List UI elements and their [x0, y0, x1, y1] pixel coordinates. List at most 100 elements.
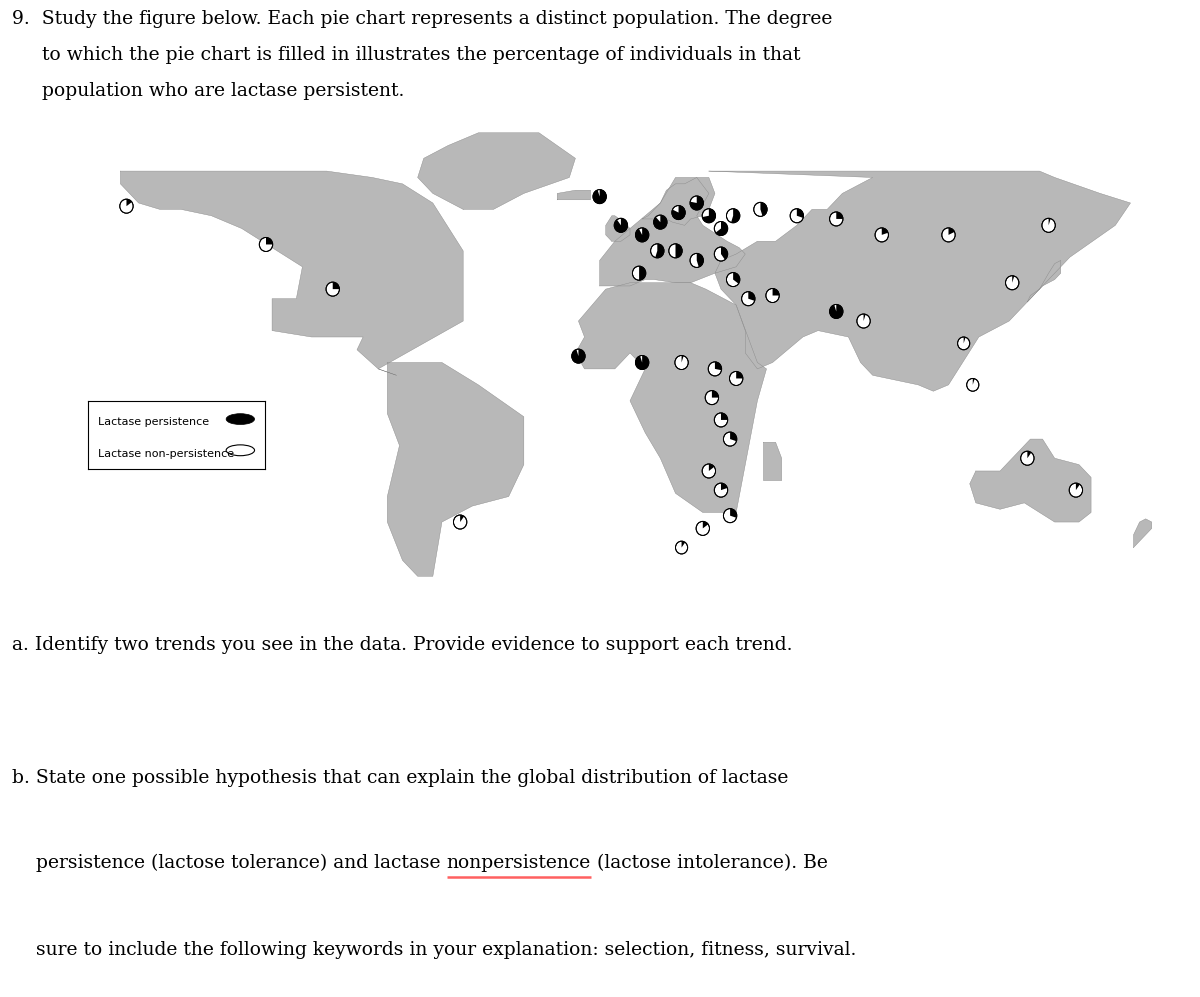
Wedge shape	[697, 253, 703, 267]
Circle shape	[790, 208, 804, 222]
Circle shape	[674, 356, 689, 370]
Circle shape	[829, 304, 842, 318]
Polygon shape	[763, 443, 781, 481]
Circle shape	[766, 288, 779, 302]
Wedge shape	[672, 205, 685, 219]
Circle shape	[636, 228, 649, 242]
Wedge shape	[682, 541, 685, 547]
Wedge shape	[730, 508, 737, 517]
Circle shape	[754, 202, 767, 216]
Polygon shape	[1027, 260, 1061, 302]
Circle shape	[857, 314, 870, 328]
Polygon shape	[120, 171, 463, 375]
Circle shape	[676, 541, 688, 554]
Circle shape	[696, 521, 709, 535]
Circle shape	[326, 282, 340, 296]
Wedge shape	[690, 196, 703, 210]
Wedge shape	[829, 304, 842, 318]
Circle shape	[942, 228, 955, 242]
Wedge shape	[721, 484, 727, 491]
Wedge shape	[640, 266, 646, 280]
Wedge shape	[636, 356, 649, 370]
Wedge shape	[126, 199, 132, 206]
Circle shape	[726, 208, 740, 222]
Circle shape	[632, 266, 646, 280]
Text: sure to include the following keywords in your explanation: selection, fitness, : sure to include the following keywords i…	[12, 941, 857, 959]
Text: Lactase persistence: Lactase persistence	[98, 418, 209, 428]
Text: (lactose intolerance). Be: (lactose intolerance). Be	[590, 854, 828, 872]
Wedge shape	[266, 237, 272, 244]
Circle shape	[226, 414, 254, 425]
Wedge shape	[1076, 484, 1080, 491]
Wedge shape	[864, 314, 865, 321]
Circle shape	[967, 379, 979, 391]
Circle shape	[1006, 276, 1019, 290]
Text: b. State one possible hypothesis that can explain the global distribution of lac: b. State one possible hypothesis that ca…	[12, 770, 788, 788]
Wedge shape	[682, 356, 684, 363]
Wedge shape	[709, 464, 714, 471]
Circle shape	[702, 464, 715, 478]
Wedge shape	[614, 218, 628, 232]
Wedge shape	[731, 208, 740, 222]
Wedge shape	[593, 189, 606, 203]
Polygon shape	[576, 283, 767, 512]
Circle shape	[742, 292, 755, 306]
Text: nonpersistence: nonpersistence	[446, 854, 590, 872]
Wedge shape	[676, 244, 682, 258]
Wedge shape	[460, 515, 464, 522]
Text: a. Identify two trends you see in the data. Provide evidence to support each tre: a. Identify two trends you see in the da…	[12, 636, 792, 654]
Polygon shape	[600, 177, 745, 286]
Circle shape	[714, 221, 727, 235]
Polygon shape	[388, 363, 524, 576]
Wedge shape	[702, 208, 715, 222]
Polygon shape	[642, 177, 715, 225]
Circle shape	[672, 205, 685, 219]
Circle shape	[120, 199, 133, 213]
Polygon shape	[606, 215, 630, 241]
Wedge shape	[948, 228, 954, 235]
Wedge shape	[712, 391, 719, 398]
Wedge shape	[636, 228, 649, 242]
Wedge shape	[964, 337, 966, 343]
Circle shape	[454, 515, 467, 529]
Wedge shape	[1027, 452, 1031, 459]
Wedge shape	[1049, 218, 1051, 225]
Polygon shape	[1134, 518, 1152, 547]
Text: 9.  Study the figure below. Each pie chart represents a distinct population. The: 9. Study the figure below. Each pie char…	[12, 10, 833, 28]
Circle shape	[706, 391, 719, 405]
Circle shape	[726, 272, 740, 286]
Polygon shape	[557, 190, 590, 199]
Wedge shape	[882, 228, 888, 235]
Circle shape	[702, 208, 715, 222]
Circle shape	[259, 237, 272, 251]
Wedge shape	[730, 432, 737, 442]
Circle shape	[714, 484, 727, 498]
Wedge shape	[655, 244, 664, 258]
Circle shape	[724, 432, 737, 446]
Circle shape	[654, 215, 667, 229]
Wedge shape	[836, 212, 842, 219]
Circle shape	[829, 212, 842, 226]
Circle shape	[690, 253, 703, 267]
Wedge shape	[749, 292, 755, 301]
Circle shape	[226, 445, 254, 456]
Polygon shape	[709, 171, 1130, 391]
Circle shape	[714, 247, 727, 261]
Circle shape	[1069, 484, 1082, 498]
Circle shape	[650, 244, 664, 258]
Wedge shape	[721, 413, 727, 420]
Polygon shape	[970, 439, 1091, 522]
Circle shape	[1042, 218, 1055, 232]
Wedge shape	[715, 362, 721, 370]
Circle shape	[730, 372, 743, 386]
Circle shape	[724, 508, 737, 522]
Wedge shape	[715, 221, 727, 235]
Circle shape	[636, 356, 649, 370]
Wedge shape	[571, 349, 586, 363]
Wedge shape	[733, 272, 740, 284]
Wedge shape	[654, 215, 667, 229]
Wedge shape	[703, 521, 708, 528]
Circle shape	[875, 228, 888, 242]
Circle shape	[708, 362, 721, 376]
Circle shape	[958, 337, 970, 350]
